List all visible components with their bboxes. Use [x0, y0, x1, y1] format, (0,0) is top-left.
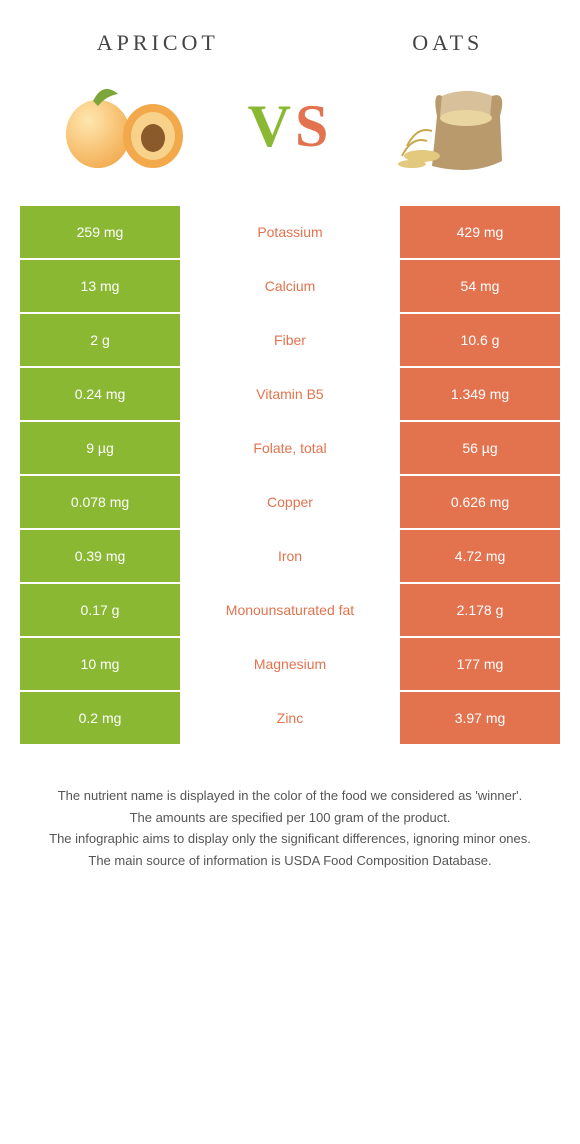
title-left: Apricot: [97, 30, 219, 56]
footnote-line: The amounts are specified per 100 gram o…: [30, 808, 550, 828]
cell-left-value: 9 µg: [20, 422, 180, 474]
table-row: 0.2 mgZinc3.97 mg: [20, 692, 560, 746]
footnotes: The nutrient name is displayed in the co…: [30, 786, 550, 870]
cell-left-value: 2 g: [20, 314, 180, 366]
cell-right-value: 10.6 g: [400, 314, 560, 366]
cell-nutrient-label: Potassium: [180, 206, 400, 258]
oats-icon: [377, 76, 527, 176]
title-right: Oats: [412, 30, 483, 56]
cell-nutrient-label: Magnesium: [180, 638, 400, 690]
nutrient-table: 259 mgPotassium429 mg13 mgCalcium54 mg2 …: [20, 206, 560, 746]
footnote-line: The main source of information is USDA F…: [30, 851, 550, 871]
cell-left-value: 0.39 mg: [20, 530, 180, 582]
cell-right-value: 54 mg: [400, 260, 560, 312]
cell-nutrient-label: Vitamin B5: [180, 368, 400, 420]
table-row: 10 mgMagnesium177 mg: [20, 638, 560, 692]
cell-nutrient-label: Copper: [180, 476, 400, 528]
cell-nutrient-label: Zinc: [180, 692, 400, 744]
cell-nutrient-label: Monounsaturated fat: [180, 584, 400, 636]
cell-left-value: 0.078 mg: [20, 476, 180, 528]
table-row: 0.39 mgIron4.72 mg: [20, 530, 560, 584]
table-row: 13 mgCalcium54 mg: [20, 260, 560, 314]
hero-row: VS: [0, 66, 580, 206]
cell-left-value: 0.24 mg: [20, 368, 180, 420]
cell-left-value: 0.2 mg: [20, 692, 180, 744]
cell-right-value: 1.349 mg: [400, 368, 560, 420]
vs-label: VS: [248, 92, 333, 161]
cell-right-value: 56 µg: [400, 422, 560, 474]
cell-left-value: 10 mg: [20, 638, 180, 690]
footnote-line: The infographic aims to display only the…: [30, 829, 550, 849]
cell-left-value: 13 mg: [20, 260, 180, 312]
table-row: 2 gFiber10.6 g: [20, 314, 560, 368]
cell-nutrient-label: Folate, total: [180, 422, 400, 474]
table-row: 0.24 mgVitamin B51.349 mg: [20, 368, 560, 422]
cell-right-value: 429 mg: [400, 206, 560, 258]
apricot-icon: [53, 76, 203, 176]
table-row: 9 µgFolate, total56 µg: [20, 422, 560, 476]
cell-left-value: 0.17 g: [20, 584, 180, 636]
cell-right-value: 3.97 mg: [400, 692, 560, 744]
vs-v: V: [248, 93, 295, 159]
cell-nutrient-label: Fiber: [180, 314, 400, 366]
footnote-line: The nutrient name is displayed in the co…: [30, 786, 550, 806]
cell-right-value: 2.178 g: [400, 584, 560, 636]
cell-nutrient-label: Calcium: [180, 260, 400, 312]
vs-s: S: [295, 93, 332, 159]
cell-right-value: 177 mg: [400, 638, 560, 690]
cell-left-value: 259 mg: [20, 206, 180, 258]
header: Apricot Oats: [0, 0, 580, 66]
table-row: 0.17 gMonounsaturated fat2.178 g: [20, 584, 560, 638]
cell-nutrient-label: Iron: [180, 530, 400, 582]
cell-right-value: 0.626 mg: [400, 476, 560, 528]
table-row: 259 mgPotassium429 mg: [20, 206, 560, 260]
cell-right-value: 4.72 mg: [400, 530, 560, 582]
table-row: 0.078 mgCopper0.626 mg: [20, 476, 560, 530]
